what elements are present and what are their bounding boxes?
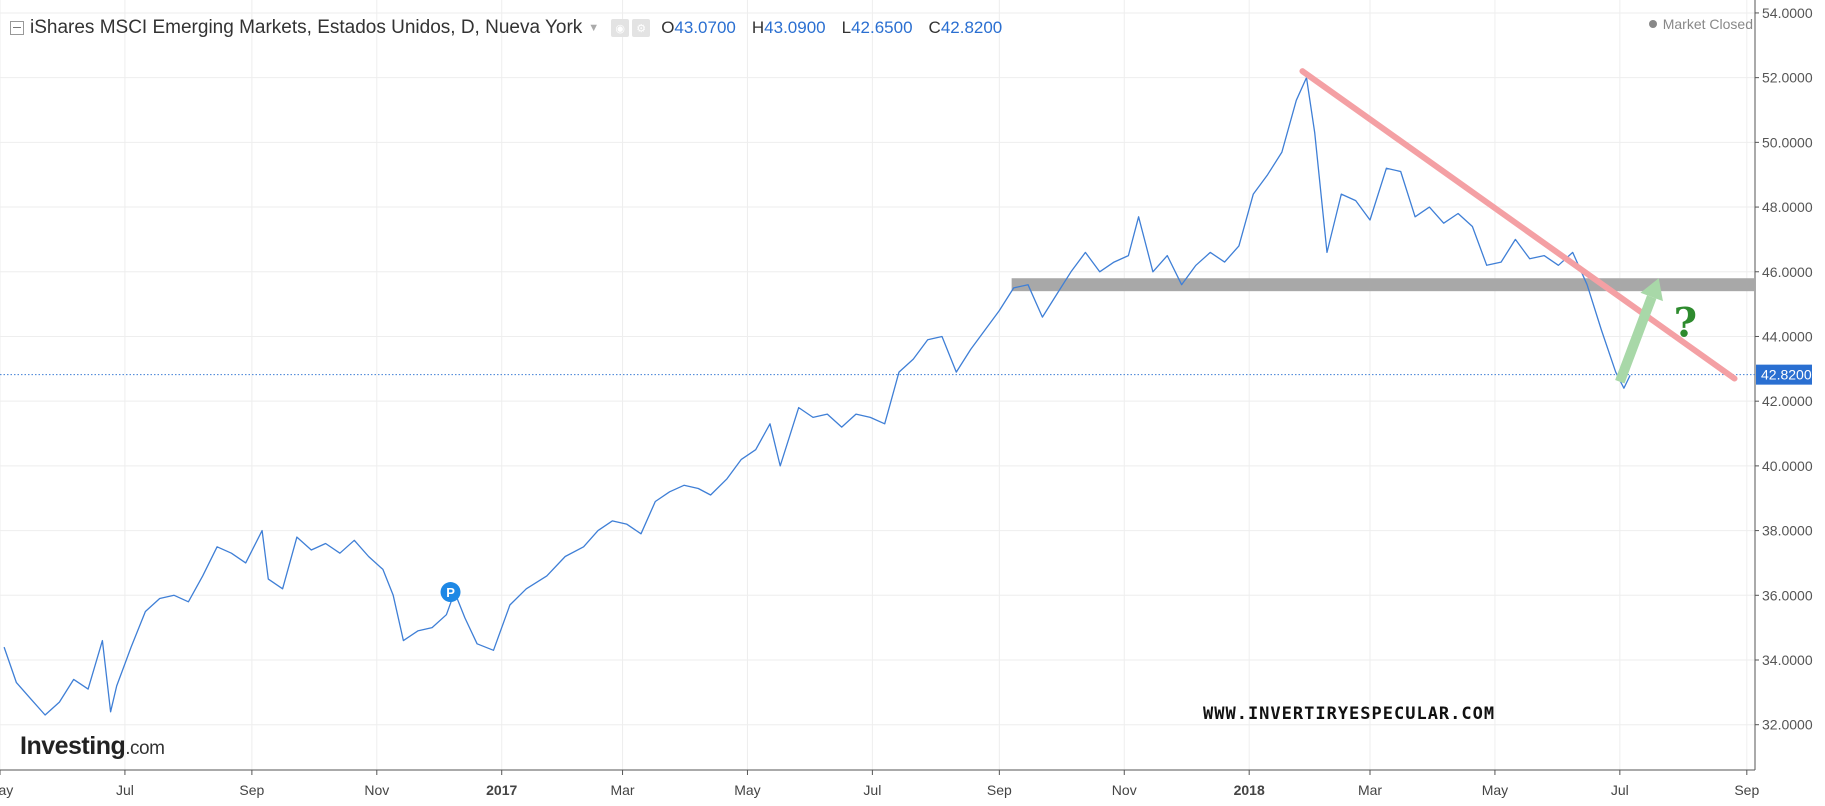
up-arrow-head xyxy=(1640,278,1663,302)
x-tick-label: May xyxy=(1482,782,1508,798)
chevron-down-icon[interactable]: ▼ xyxy=(588,22,600,34)
ohlc-open: O43.0700 xyxy=(661,18,736,37)
y-tick-label: 36.0000 xyxy=(1762,587,1813,603)
x-tick-label: May xyxy=(734,782,760,798)
x-tick-label: 2017 xyxy=(486,782,517,798)
y-tick-label: 52.0000 xyxy=(1762,70,1813,86)
collapse-icon[interactable] xyxy=(10,21,24,35)
market-status: Market Closed xyxy=(1648,16,1753,32)
x-tick-label: Nov xyxy=(364,782,389,798)
ohlc-low: L42.6500 xyxy=(841,18,913,37)
y-tick-label: 42.0000 xyxy=(1762,393,1813,409)
y-tick-label: 50.0000 xyxy=(1762,134,1813,150)
support-band xyxy=(1011,278,1755,292)
investing-logo: Investing.com xyxy=(20,732,165,760)
last-price-label: 42.8200 xyxy=(1761,367,1812,383)
x-tick-label: May xyxy=(0,782,13,798)
last-price-label-bg xyxy=(1756,364,1812,385)
y-tick-label: 38.0000 xyxy=(1762,523,1813,539)
x-tick-label: Mar xyxy=(610,782,634,798)
x-tick-label: Sep xyxy=(987,782,1012,798)
ohlc-close: C42.8200 xyxy=(928,18,1003,37)
x-tick-label: Sep xyxy=(1734,782,1759,798)
x-tick-label: Nov xyxy=(1112,782,1137,798)
chart-header: iShares MSCI Emerging Markets, Estados U… xyxy=(10,14,1002,42)
x-tick-label: 2018 xyxy=(1234,782,1265,798)
x-tick-label: Jul xyxy=(1611,782,1629,798)
eye-icon[interactable]: ◉ xyxy=(611,19,630,37)
status-dot-icon xyxy=(1648,20,1657,28)
y-tick-label: 46.0000 xyxy=(1762,264,1813,280)
y-tick-label: 54.0000 xyxy=(1762,5,1813,21)
market-status-label: Market Closed xyxy=(1662,16,1753,32)
ohlc-high: H43.0900 xyxy=(751,18,826,37)
y-tick-label: 44.0000 xyxy=(1762,328,1813,344)
question-mark: ? xyxy=(1674,299,1697,346)
y-tick-label: 34.0000 xyxy=(1762,652,1813,668)
y-tick-label: 32.0000 xyxy=(1762,717,1813,733)
y-tick-label: 40.0000 xyxy=(1762,458,1813,474)
x-tick-label: Sep xyxy=(239,782,264,798)
watermark-text: WWW.INVERTIRYESPECULAR.COM xyxy=(1203,704,1496,724)
up-arrow-shaft xyxy=(1615,295,1657,384)
y-tick-label: 48.0000 xyxy=(1762,199,1813,215)
resistance-trendline xyxy=(1299,68,1738,382)
price-series-line xyxy=(3,76,1631,716)
p-marker-label: P xyxy=(446,585,455,600)
gear-icon[interactable]: ⚙ xyxy=(632,19,651,37)
p-marker-circle xyxy=(440,582,461,603)
instrument-title: iShares MSCI Emerging Markets, Estados U… xyxy=(30,17,583,38)
x-tick-label: Mar xyxy=(1358,782,1382,798)
x-tick-label: Jul xyxy=(116,782,134,798)
x-tick-label: Jul xyxy=(863,782,881,798)
